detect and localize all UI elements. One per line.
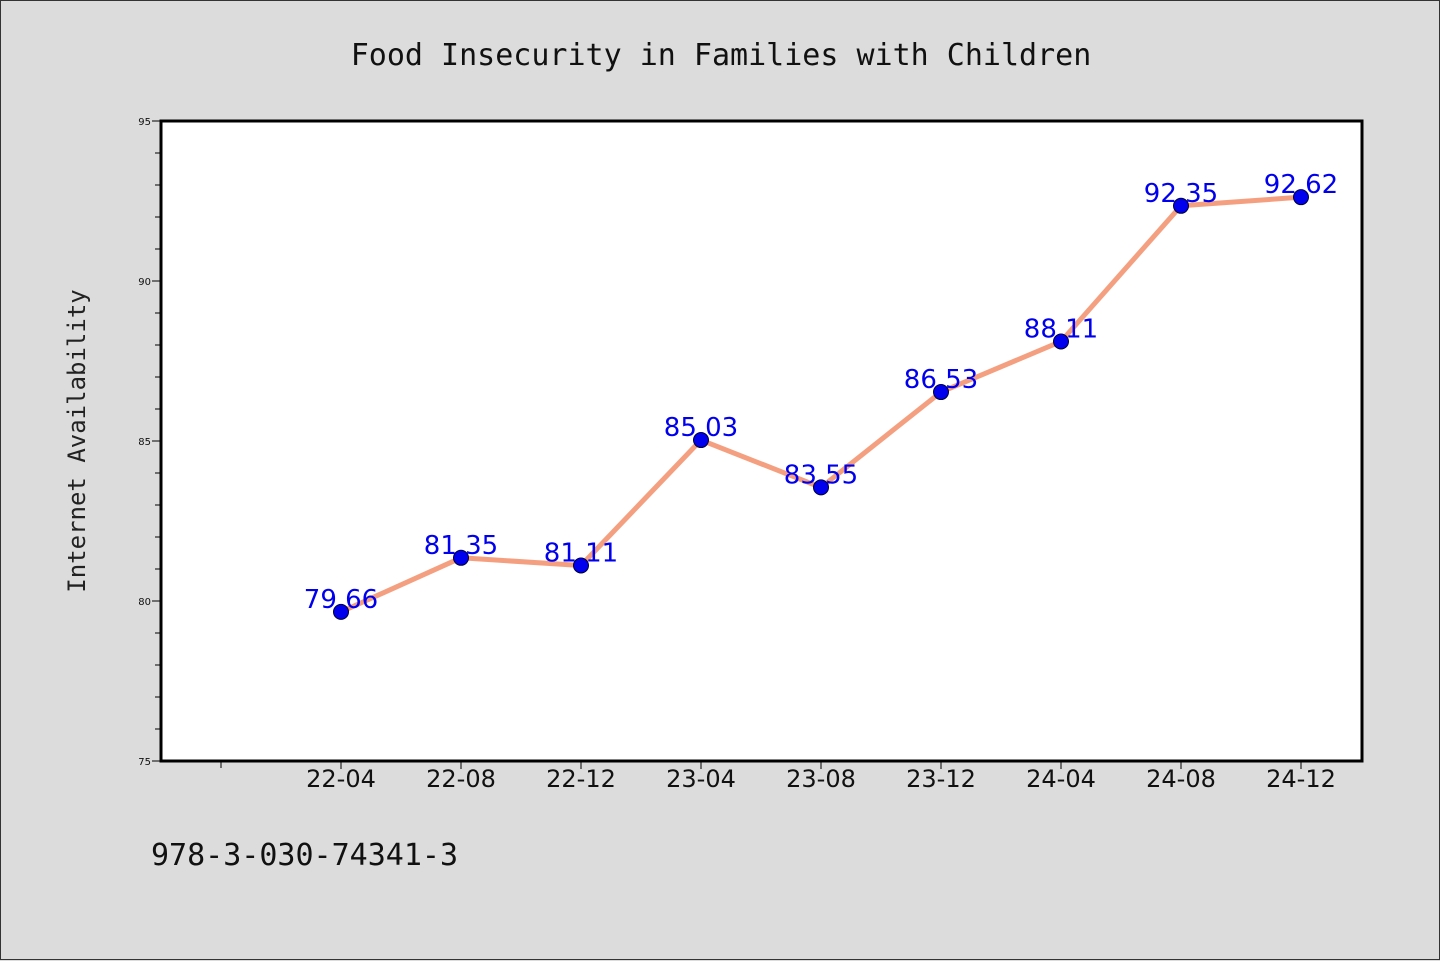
y-tick-label: 75: [138, 757, 151, 768]
data-label: 88.11: [1024, 314, 1098, 344]
data-point: [333, 603, 349, 620]
plot-area: [159, 119, 1364, 763]
data-label: 92.62: [1264, 170, 1338, 200]
data-label: 86.53: [904, 365, 978, 395]
x-tick-label: 22-08: [426, 765, 496, 793]
footnote-isbn: 978-3-030-74341-3: [151, 838, 458, 873]
data-label: 81.11: [544, 538, 618, 568]
y-tick-label: 80: [138, 597, 151, 608]
data-point: [453, 549, 469, 566]
data-label: 81.35: [424, 531, 498, 561]
data-point: [813, 479, 829, 496]
data-point: [1053, 333, 1069, 350]
y-axis: 75 80 85 90 95: [138, 117, 161, 768]
x-tick-label: 23-04: [666, 765, 736, 793]
data-labels: 79.66 81.35 81.11 85.03 83.55 86.53 88.11 92.35…: [304, 170, 1338, 615]
chart-title: Food Insecurity in Families with Childre…: [351, 38, 1092, 73]
x-tick-label: 24-04: [1026, 765, 1096, 793]
y-tick-label: 85: [138, 437, 151, 448]
x-tick-label: 23-12: [906, 765, 976, 793]
y-tick-label: 90: [138, 277, 151, 288]
data-label: 85.03: [664, 413, 738, 443]
data-label: 83.55: [784, 460, 858, 490]
x-tick-label: 22-12: [546, 765, 616, 793]
x-tick-label: 24-08: [1146, 765, 1216, 793]
data-point: [1293, 189, 1309, 206]
series-markers: [333, 189, 1309, 620]
data-label: 92.35: [1144, 179, 1218, 209]
data-point: [693, 432, 709, 449]
x-tick-label: 22-04: [306, 765, 376, 793]
y-axis-label: Internet Availability: [63, 289, 91, 592]
data-label: 79.66: [304, 585, 378, 615]
data-point: [1173, 197, 1189, 214]
data-point: [573, 557, 589, 574]
x-axis: 22-04 22-08 22-12 23-04 23-08 23-12 24-04 24-08…: [220, 761, 1336, 793]
x-tick-label: 23-08: [786, 765, 856, 793]
x-tick-label: 24-12: [1266, 765, 1336, 793]
y-tick-label: 95: [138, 117, 151, 128]
data-point: [933, 384, 949, 401]
